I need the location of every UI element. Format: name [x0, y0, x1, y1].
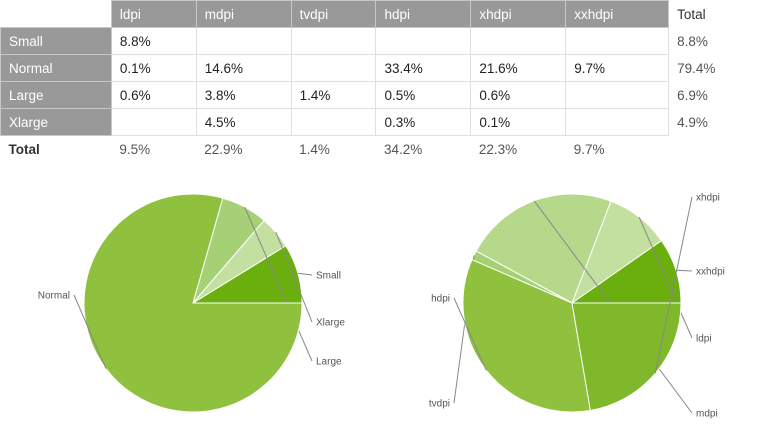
pie-slice-xhdpi — [571, 302, 682, 412]
row-total-cell: 8.8% — [668, 27, 758, 55]
table-cell — [565, 108, 670, 136]
table-cell — [565, 81, 670, 109]
table-cell: 33.4% — [375, 54, 472, 82]
leader-line-xxhdpi — [675, 269, 693, 272]
screen-size-pie-chart: Small Xlarge Large Normal — [38, 193, 345, 413]
slice-label-ldpi: ldpi — [696, 334, 712, 345]
row-total-cell: 4.9% — [668, 108, 758, 136]
slice-label-mdpi: mdpi — [696, 409, 718, 420]
slice-label-xhdpi: xhdpi — [696, 193, 720, 204]
column-header: mdpi — [195, 0, 292, 28]
table-row: Small 8.8% 8.8% — [0, 27, 758, 55]
table-cell: 3.8% — [195, 81, 292, 109]
table-row: Xlarge 4.5% 0.3% 0.1% 4.9% — [0, 108, 758, 136]
distribution-table-container: ldpi mdpi tvdpi hdpi xhdpi xxhdpi Total … — [0, 0, 758, 163]
table-cell — [375, 27, 472, 55]
column-total-cell: 9.5% — [119, 141, 151, 157]
table-cell: 9.7% — [565, 54, 670, 82]
slice-label-large: Large — [316, 357, 342, 368]
column-total-cell: 9.7% — [573, 141, 605, 157]
table-cell — [565, 27, 670, 55]
table-cell — [290, 54, 377, 82]
table-cell: 0.1% — [110, 54, 197, 82]
slice-label-xlarge: Xlarge — [316, 318, 345, 329]
column-total-cell: 22.3% — [478, 141, 518, 157]
table-cell: 0.6% — [110, 81, 197, 109]
table-cell: 0.1% — [470, 108, 567, 136]
row-header: Xlarge — [0, 108, 112, 136]
column-header: ldpi — [110, 0, 197, 28]
row-header: Small — [0, 27, 112, 55]
row-header: Large — [0, 81, 112, 109]
column-total-cell: 34.2% — [383, 141, 423, 157]
row-total-cell: 79.4% — [668, 54, 758, 82]
table-cell — [290, 108, 377, 136]
column-header: xxhdpi — [565, 0, 670, 28]
leader-line-small — [297, 272, 313, 276]
column-header: tvdpi — [290, 0, 377, 28]
pie-slice-normal — [83, 193, 303, 413]
table-cell — [110, 108, 197, 136]
table-corner — [0, 0, 112, 28]
table-row: Normal 0.1% 14.6% 33.4% 21.6% 9.7% 79.4% — [0, 54, 758, 82]
column-header: xhdpi — [470, 0, 567, 28]
column-total-cell: 22.9% — [204, 141, 243, 157]
table-cell — [195, 27, 292, 55]
table-cell: 0.5% — [375, 81, 472, 109]
slice-label-hdpi: hdpi — [431, 294, 450, 305]
table-row: Large 0.6% 3.8% 1.4% 0.5% 0.6% 6.9% — [0, 81, 758, 109]
slice-label-tvdpi: tvdpi — [429, 399, 450, 410]
column-header: hdpi — [375, 0, 472, 28]
charts-area: Small Xlarge Large Normal xxhdpi ldpi mdpi tvd… — [0, 170, 758, 433]
leader-line-large — [244, 206, 313, 362]
screen-density-table: ldpi mdpi tvdpi hdpi xhdpi xxhdpi Total … — [0, 0, 758, 163]
slice-label-normal: Normal — [38, 291, 70, 302]
total-column-header: Total — [668, 0, 758, 28]
table-cell: 4.5% — [195, 108, 292, 136]
empty-cell — [669, 136, 758, 163]
table-cell: 14.6% — [195, 54, 292, 82]
leader-line-hdpi — [453, 297, 487, 371]
table-cell: 8.8% — [110, 27, 197, 55]
leader-line-xlarge — [275, 232, 313, 323]
table-cell: 0.3% — [375, 108, 472, 136]
table-cell — [470, 27, 567, 55]
leader-line-normal — [73, 294, 107, 369]
leader-line-xhdpi — [654, 196, 693, 374]
row-total-cell: 6.9% — [668, 81, 758, 109]
column-total-cell: 1.4% — [299, 141, 330, 157]
table-header-row: ldpi mdpi tvdpi hdpi xhdpi xxhdpi Total — [0, 0, 758, 28]
table-cell: 21.6% — [470, 54, 567, 82]
slice-label-xxhdpi: xxhdpi — [696, 267, 725, 278]
slice-label-small: Small — [316, 271, 341, 282]
leader-line-ldpi — [638, 216, 693, 339]
row-header: Normal — [0, 54, 112, 82]
table-cell — [290, 27, 377, 55]
table-cell: 1.4% — [290, 81, 377, 109]
pie-slice-hdpi — [462, 259, 591, 413]
table-cell: 0.6% — [470, 81, 567, 109]
total-row: Total 9.5% 22.9% 1.4% 34.2% 22.3% 9.7% — [0, 135, 758, 163]
pie-charts: Small Xlarge Large Normal xxhdpi ldpi mdpi tvd… — [38, 193, 725, 420]
screen-density-pie-chart: xxhdpi ldpi mdpi tvdpi hdpi xhdpi — [429, 193, 725, 420]
total-row-header: Total — [0, 135, 112, 163]
